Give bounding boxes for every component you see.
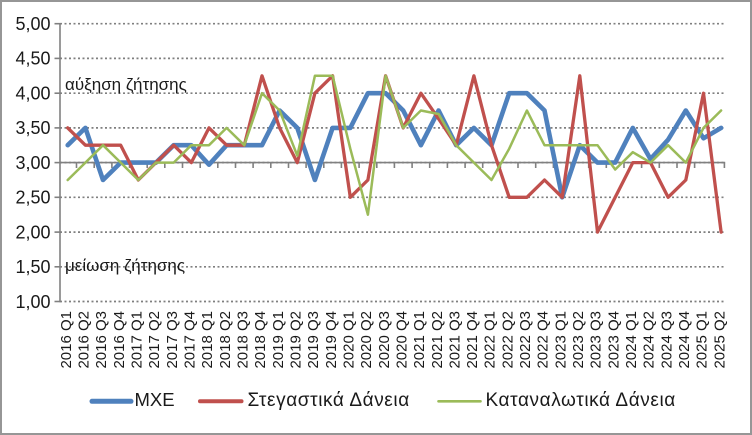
svg-text:2017 Q2: 2017 Q2 bbox=[146, 311, 163, 369]
svg-text:1,00: 1,00 bbox=[15, 292, 50, 312]
svg-text:2025 Q2: 2025 Q2 bbox=[711, 311, 728, 369]
svg-text:2023 Q2: 2023 Q2 bbox=[570, 311, 587, 369]
svg-text:2021 Q3: 2021 Q3 bbox=[446, 311, 463, 369]
svg-text:2019 Q2: 2019 Q2 bbox=[288, 311, 305, 369]
svg-text:2024 Q3: 2024 Q3 bbox=[658, 311, 675, 369]
svg-text:2022 Q2: 2022 Q2 bbox=[499, 311, 516, 369]
svg-text:2018 Q3: 2018 Q3 bbox=[235, 311, 252, 369]
svg-text:Καταναλωτικά Δάνεια: Καταναλωτικά Δάνεια bbox=[486, 390, 676, 411]
svg-text:1,50: 1,50 bbox=[15, 257, 50, 277]
svg-text:2022 Q4: 2022 Q4 bbox=[535, 311, 552, 369]
svg-text:2021 Q1: 2021 Q1 bbox=[411, 311, 428, 369]
svg-text:2017 Q4: 2017 Q4 bbox=[182, 311, 199, 369]
svg-text:2022 Q3: 2022 Q3 bbox=[517, 311, 534, 369]
svg-text:4,50: 4,50 bbox=[15, 49, 50, 69]
svg-text:2021 Q2: 2021 Q2 bbox=[429, 311, 446, 369]
svg-text:2016 Q1: 2016 Q1 bbox=[58, 311, 75, 369]
svg-text:5,00: 5,00 bbox=[15, 14, 50, 34]
svg-text:2017 Q1: 2017 Q1 bbox=[129, 311, 146, 369]
svg-text:2019 Q3: 2019 Q3 bbox=[305, 311, 322, 369]
svg-text:2020 Q3: 2020 Q3 bbox=[376, 311, 393, 369]
svg-text:μείωση ζήτησης: μείωση ζήτησης bbox=[65, 256, 185, 275]
svg-text:3,00: 3,00 bbox=[15, 153, 50, 173]
svg-text:2022 Q1: 2022 Q1 bbox=[482, 311, 499, 369]
svg-text:2024 Q4: 2024 Q4 bbox=[676, 311, 693, 369]
svg-text:ΜΧΕ: ΜΧΕ bbox=[135, 389, 175, 410]
svg-text:2023 Q4: 2023 Q4 bbox=[605, 311, 622, 369]
svg-text:2018 Q2: 2018 Q2 bbox=[217, 311, 234, 369]
svg-text:2018 Q1: 2018 Q1 bbox=[199, 311, 216, 369]
svg-text:2016 Q2: 2016 Q2 bbox=[76, 311, 93, 369]
svg-text:2024 Q2: 2024 Q2 bbox=[641, 311, 658, 369]
svg-text:2016 Q3: 2016 Q3 bbox=[93, 311, 110, 369]
svg-text:2019 Q1: 2019 Q1 bbox=[270, 311, 287, 369]
svg-text:αύξηση ζήτησης: αύξηση ζήτησης bbox=[65, 75, 187, 94]
svg-text:2016 Q4: 2016 Q4 bbox=[111, 311, 128, 369]
svg-text:2025 Q1: 2025 Q1 bbox=[694, 311, 711, 369]
svg-text:Στεγαστικά Δάνεια: Στεγαστικά Δάνεια bbox=[248, 390, 410, 411]
svg-text:2019 Q4: 2019 Q4 bbox=[323, 311, 340, 369]
svg-text:2018 Q4: 2018 Q4 bbox=[252, 311, 269, 369]
svg-text:2020 Q4: 2020 Q4 bbox=[393, 311, 410, 369]
svg-text:3,50: 3,50 bbox=[15, 118, 50, 138]
svg-text:4,00: 4,00 bbox=[15, 84, 50, 104]
svg-text:2,50: 2,50 bbox=[15, 188, 50, 208]
svg-text:2024 Q1: 2024 Q1 bbox=[623, 311, 640, 369]
svg-text:2017 Q3: 2017 Q3 bbox=[164, 311, 181, 369]
svg-text:2020 Q1: 2020 Q1 bbox=[341, 311, 358, 369]
svg-text:2,00: 2,00 bbox=[15, 222, 50, 242]
svg-text:2020 Q2: 2020 Q2 bbox=[358, 311, 375, 369]
svg-text:2023 Q3: 2023 Q3 bbox=[588, 311, 605, 369]
svg-text:2023 Q1: 2023 Q1 bbox=[552, 311, 569, 369]
svg-text:2021 Q4: 2021 Q4 bbox=[464, 311, 481, 369]
